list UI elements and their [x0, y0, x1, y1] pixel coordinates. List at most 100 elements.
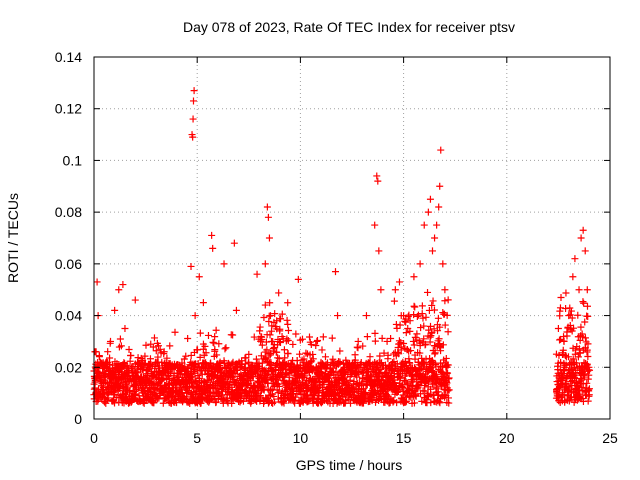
density-point — [402, 397, 410, 405]
x-tick-label: 10 — [293, 430, 309, 446]
data-point — [416, 260, 424, 268]
density-point — [400, 339, 408, 347]
density-point — [573, 382, 581, 390]
density-point — [439, 341, 447, 349]
density-point — [275, 289, 283, 297]
density-point — [580, 299, 588, 307]
density-point — [418, 397, 426, 405]
y-axis-label: ROTI / TECUs — [5, 193, 21, 283]
density-point — [427, 322, 435, 330]
density-point — [376, 352, 384, 360]
data-point — [377, 286, 385, 294]
data-point — [428, 247, 436, 255]
density-point — [199, 394, 207, 402]
density-point — [164, 380, 172, 388]
density-point — [403, 346, 411, 354]
density-point — [242, 354, 250, 362]
density-point — [396, 321, 404, 329]
density-point — [577, 323, 585, 331]
density-point — [256, 393, 264, 401]
data-point — [232, 306, 240, 314]
density-point — [559, 374, 567, 382]
density-point — [579, 298, 587, 306]
data-point — [183, 389, 191, 397]
density-point — [393, 399, 401, 407]
density-point — [581, 334, 589, 342]
density-point — [283, 335, 291, 343]
density-point — [270, 392, 278, 400]
data-point — [426, 195, 434, 203]
density-point — [445, 386, 453, 394]
data-point — [195, 273, 203, 281]
data-point — [268, 337, 276, 345]
data-point — [569, 273, 577, 281]
density-point — [444, 369, 452, 377]
data-point — [214, 363, 222, 371]
data-point — [313, 337, 321, 345]
density-point — [257, 333, 265, 341]
data-point — [565, 312, 573, 320]
density-point — [212, 326, 220, 334]
density-point — [568, 314, 576, 322]
density-point — [163, 375, 171, 383]
density-point — [142, 341, 150, 349]
density-point — [402, 378, 410, 386]
density-point — [405, 385, 413, 393]
data-point — [303, 376, 311, 384]
density-point — [323, 365, 331, 373]
data-point — [239, 376, 247, 384]
density-point — [197, 399, 205, 407]
data-point — [410, 273, 418, 281]
data-point — [441, 286, 449, 294]
density-point — [402, 398, 410, 406]
y-tick-label: 0.02 — [55, 359, 82, 375]
density-point — [416, 365, 424, 373]
data-point — [168, 384, 176, 392]
density-point — [321, 353, 329, 361]
density-point — [193, 346, 201, 354]
density-point — [204, 331, 212, 339]
density-point — [586, 366, 594, 374]
data-point — [579, 226, 587, 234]
y-tick-label: 0.12 — [55, 101, 82, 117]
density-point — [557, 294, 565, 302]
density-point — [306, 333, 314, 341]
density-point — [427, 399, 435, 407]
data-point — [577, 234, 585, 242]
density-point — [428, 328, 436, 336]
density-point — [407, 347, 415, 355]
density-point — [131, 390, 139, 398]
data-point — [91, 384, 99, 392]
scatter-points — [91, 87, 591, 397]
density-point — [572, 346, 580, 354]
density-point — [95, 353, 103, 361]
density-point — [307, 341, 315, 349]
density-point — [259, 383, 267, 391]
data-point — [107, 337, 115, 345]
density-point — [572, 359, 580, 367]
density-point — [127, 352, 135, 359]
y-axis: 0 0.02 0.04 0.06 0.08 0.1 0.12 0.14 — [55, 49, 610, 427]
density-point — [424, 288, 432, 296]
density-point — [104, 348, 112, 356]
density-point — [426, 333, 434, 341]
density-point — [271, 310, 279, 318]
density-point — [210, 339, 218, 347]
density-point — [222, 344, 230, 352]
density-point — [359, 342, 367, 350]
x-tick-label: 25 — [602, 430, 618, 446]
data-point — [375, 247, 383, 255]
data-point — [556, 304, 564, 312]
density-point — [134, 354, 142, 362]
density-point — [278, 310, 286, 318]
density-point — [275, 382, 283, 390]
density-point — [362, 388, 370, 396]
density-point — [247, 377, 255, 385]
density-point — [125, 346, 133, 354]
x-tick-label: 20 — [499, 430, 515, 446]
density-point — [329, 355, 337, 363]
data-point — [191, 312, 199, 320]
data-point — [272, 363, 280, 371]
density-point — [441, 321, 449, 329]
